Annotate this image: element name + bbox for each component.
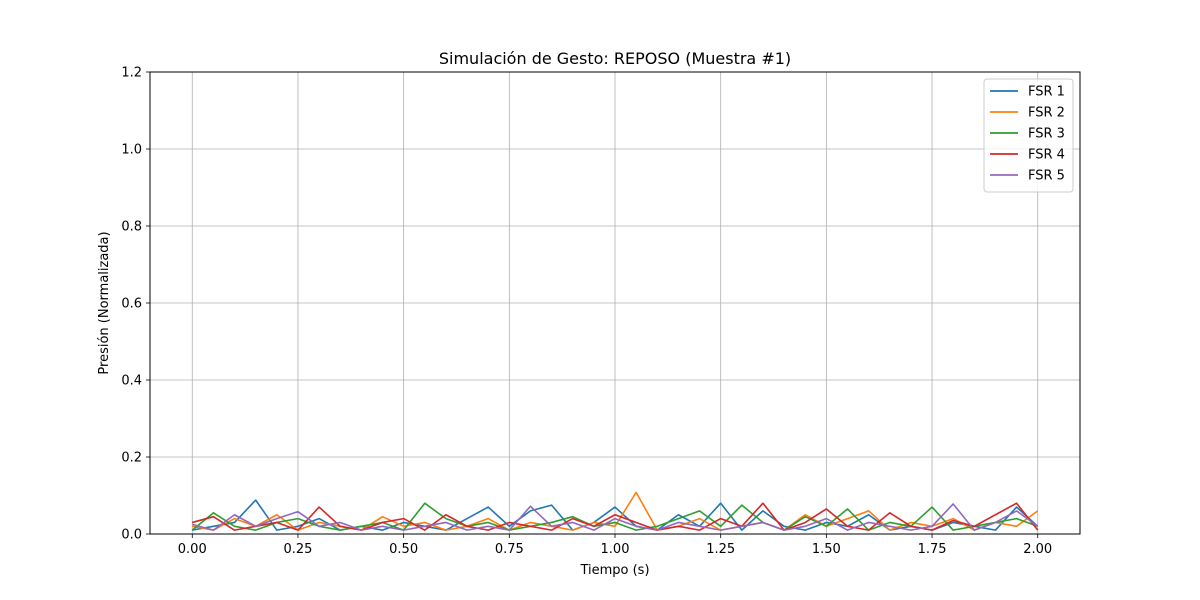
y-tick-label: 0.0 — [121, 528, 142, 543]
y-axis-label: Presión (Normalizada) — [97, 231, 112, 374]
legend-label-fsr-5: FSR 5 — [1028, 169, 1065, 184]
x-tick-label: 0.75 — [495, 542, 524, 557]
x-tick-label: 0.50 — [389, 542, 418, 557]
x-tick-label: 1.00 — [601, 542, 630, 557]
legend-label-fsr-4: FSR 4 — [1028, 148, 1065, 163]
legend: FSR 1 FSR 2 FSR 3 FSR 4 FSR 5 — [984, 79, 1073, 192]
y-tick-label: 1.2 — [121, 66, 142, 81]
x-tick-label: 2.00 — [1023, 542, 1052, 557]
chart-title: Simulación de Gesto: REPOSO (Muestra #1) — [439, 49, 791, 68]
legend-label-fsr-3: FSR 3 — [1028, 127, 1065, 142]
x-tick-label: 1.25 — [706, 542, 735, 557]
x-tick-label: 0.00 — [178, 542, 207, 557]
x-tick-label: 0.25 — [283, 542, 312, 557]
legend-label-fsr-1: FSR 1 — [1028, 85, 1065, 100]
legend-label-fsr-2: FSR 2 — [1028, 106, 1065, 121]
y-tick-label: 0.2 — [121, 451, 142, 466]
y-tick-label: 0.4 — [121, 374, 142, 389]
x-tick-label: 1.75 — [918, 542, 947, 557]
y-tick-label: 1.0 — [121, 143, 142, 158]
x-axis-label: Tiempo (s) — [579, 563, 649, 578]
y-tick-label: 0.8 — [121, 220, 142, 235]
x-tick-label: 1.50 — [812, 542, 841, 557]
y-tick-label: 0.6 — [121, 297, 142, 312]
